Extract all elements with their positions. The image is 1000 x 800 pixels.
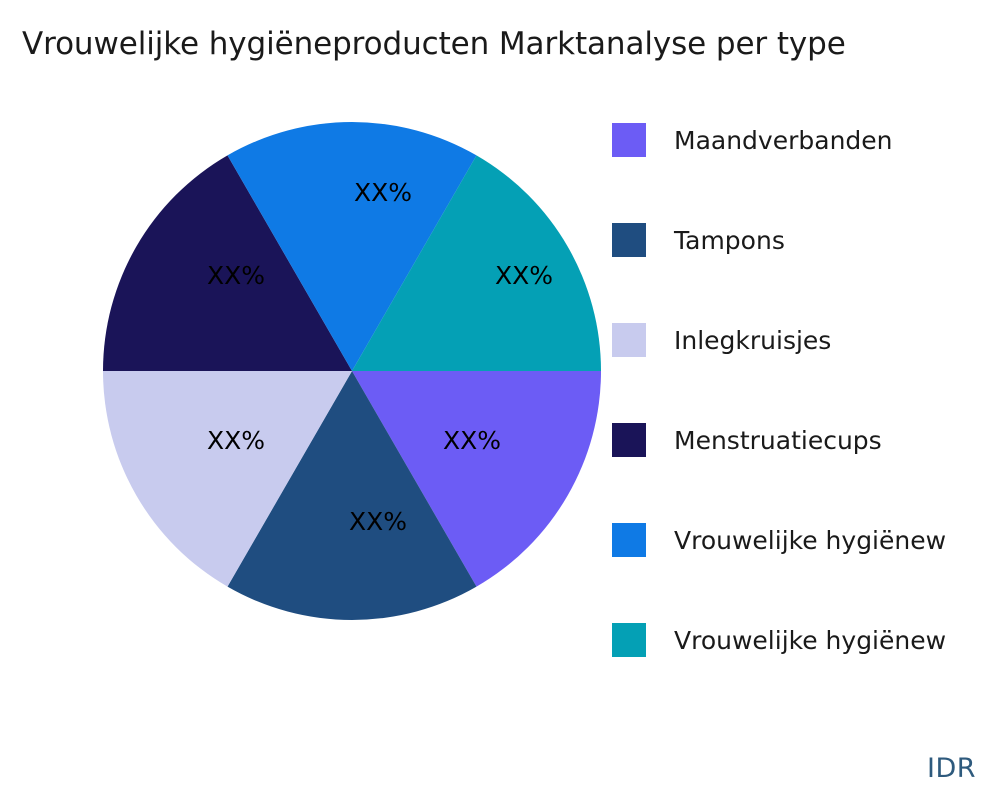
pie-slice-group [102,121,601,620]
pie-slice-value-label: XX% [349,507,407,536]
pie-slice[interactable] [103,155,352,371]
legend-item-label: Vrouwelijke hygiënew [674,625,947,655]
legend-color-swatch [612,623,646,657]
pie-chart: XX% XX% XX% XX% XX% XX% [102,121,601,620]
legend-item[interactable]: Tampons [612,220,785,260]
pie-label-group: XX% XX% XX% XX% XX% XX% [207,178,553,536]
legend-item-label: Vrouwelijke hygiënew [674,525,947,555]
legend-item-label: Maandverbanden [674,125,893,155]
page-title: Vrouwelijke hygiëneproducten Marktanalys… [22,26,846,62]
pie-slice[interactable] [352,155,601,371]
watermark-idr: IDR [926,753,976,784]
legend-color-swatch [612,423,646,457]
pie-slice-value-label: XX% [207,426,265,455]
pie-slice[interactable] [102,371,352,587]
pie-slice[interactable] [352,371,601,587]
legend-color-swatch [612,523,646,557]
legend-item-label: Menstruatiecups [674,425,882,455]
legend-item[interactable]: Maandverbanden [612,120,893,160]
legend-color-swatch [612,223,646,257]
pie-slice-value-label: XX% [495,261,553,290]
legend-item-label: Tampons [674,225,785,255]
pie-slice-value-label: XX% [443,426,501,455]
chart-legend: Maandverbanden Tampons Inlegkruisjes Menstr… [612,112,1000,672]
legend-color-swatch [612,123,646,157]
pie-slice-value-label: XX% [207,261,265,290]
legend-item[interactable]: Vrouwelijke hygiënew [612,520,946,560]
pie-slice[interactable] [227,371,477,620]
legend-item[interactable]: Menstruatiecups [612,420,882,460]
pie-chart-svg: XX% XX% XX% XX% XX% XX% [102,121,601,620]
legend-color-swatch [612,323,646,357]
legend-item[interactable]: Inlegkruisjes [612,320,831,360]
pie-slice-value-label: XX% [354,178,412,207]
pie-slice[interactable] [227,121,477,371]
legend-item[interactable]: Vrouwelijke hygiënew [612,620,946,660]
legend-item-label: Inlegkruisjes [674,325,832,355]
